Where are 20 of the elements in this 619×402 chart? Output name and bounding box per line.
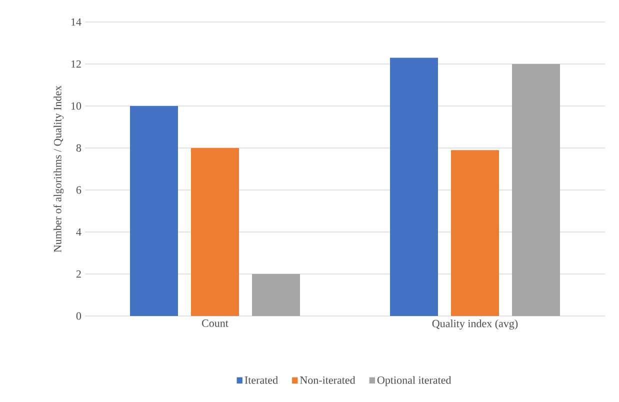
y-axis-title: Number of algorithms / Quality Index bbox=[53, 86, 64, 252]
bar bbox=[191, 148, 239, 316]
bar bbox=[390, 58, 438, 316]
y-tick-label: 2 bbox=[76, 270, 81, 278]
legend-label: Iterated bbox=[244, 376, 278, 384]
y-tick-label: 0 bbox=[76, 312, 82, 320]
x-tick-label: Quality index (avg) bbox=[432, 320, 518, 330]
y-tick-label: 8 bbox=[76, 144, 82, 152]
legend-label: Non-iterated bbox=[300, 376, 356, 384]
y-tick-label: 10 bbox=[71, 102, 82, 110]
bar bbox=[451, 150, 500, 316]
y-tick-label: 4 bbox=[76, 228, 82, 236]
bar bbox=[512, 64, 560, 316]
y-tick-label: 12 bbox=[71, 60, 81, 68]
y-tick-label: 6 bbox=[76, 186, 82, 194]
legend-label: Optional iterated bbox=[377, 376, 452, 386]
x-tick-label: Count bbox=[202, 320, 228, 327]
bar bbox=[252, 274, 300, 316]
y-tick-label: 14 bbox=[71, 18, 82, 26]
bar bbox=[130, 106, 178, 316]
